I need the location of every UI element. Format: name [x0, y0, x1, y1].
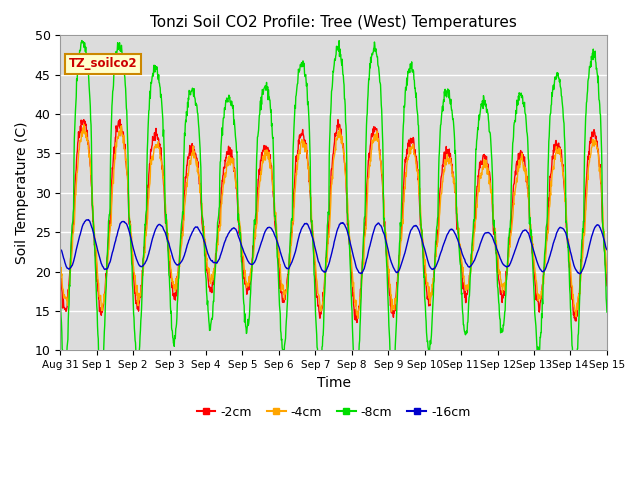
-2cm [179, 225, 186, 230]
Line: -16cm: -16cm [60, 220, 607, 274]
-2cm [239, 268, 247, 274]
Legend: -2cm, -4cm, -8cm, -16cm: -2cm, -4cm, -8cm, -16cm [191, 401, 476, 424]
-4cm [165, 240, 173, 246]
X-axis label: Time: Time [317, 376, 351, 390]
-8cm [179, 215, 186, 221]
-2cm [603, 283, 611, 288]
-16cm [490, 239, 498, 245]
-4cm [56, 258, 64, 264]
-2cm [539, 281, 547, 287]
-8cm [165, 272, 173, 278]
-16cm [179, 257, 186, 263]
-8cm [419, 254, 427, 260]
Text: TZ_soilco2: TZ_soilco2 [68, 58, 137, 71]
-16cm [56, 247, 64, 253]
-16cm [538, 269, 546, 275]
-16cm [165, 240, 173, 246]
-8cm [539, 301, 547, 307]
-8cm [56, 292, 64, 298]
-4cm [179, 231, 186, 237]
-4cm [539, 282, 547, 288]
-8cm [239, 295, 247, 301]
-4cm [239, 253, 247, 259]
-2cm [491, 228, 499, 234]
Line: -4cm: -4cm [60, 125, 607, 318]
-2cm [165, 252, 173, 258]
-4cm [603, 270, 611, 276]
Title: Tonzi Soil CO2 Profile: Tree (West) Temperatures: Tonzi Soil CO2 Profile: Tree (West) Temp… [150, 15, 517, 30]
Y-axis label: Soil Temperature (C): Soil Temperature (C) [15, 121, 29, 264]
-4cm [354, 315, 362, 321]
-2cm [353, 320, 361, 325]
-2cm [419, 247, 427, 252]
-8cm [603, 309, 611, 315]
-4cm [80, 122, 88, 128]
-4cm [491, 225, 499, 231]
-16cm [576, 271, 584, 276]
-8cm [352, 386, 360, 392]
-16cm [419, 240, 426, 245]
-2cm [116, 117, 124, 122]
-4cm [419, 238, 427, 243]
-16cm [239, 248, 247, 253]
-8cm [78, 37, 86, 43]
Line: -8cm: -8cm [60, 40, 607, 389]
-16cm [84, 217, 92, 223]
-8cm [491, 230, 499, 236]
Line: -2cm: -2cm [60, 120, 607, 323]
-2cm [56, 268, 64, 274]
-16cm [603, 247, 611, 252]
